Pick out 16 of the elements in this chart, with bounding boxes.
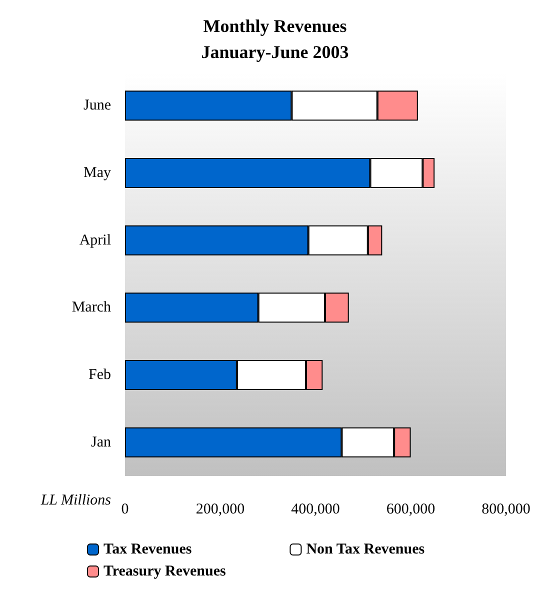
y-tick-label: Jan: [91, 434, 112, 450]
legend-label: Treasury Revenues: [104, 564, 226, 580]
y-tick-label: April: [79, 232, 111, 248]
chart-title: Monthly Revenues January-June 2003: [201, 16, 349, 62]
y-tick-label: June: [84, 98, 112, 114]
y-tick-label: Feb: [88, 367, 111, 383]
legend-label: Non Tax Revenues: [306, 542, 425, 558]
x-tick-label: 600,000: [386, 502, 436, 518]
x-tick-label: 200,000: [196, 502, 245, 518]
x-tick-label: 800,000: [482, 502, 530, 518]
legend-label: Tax Revenues: [104, 542, 192, 558]
y-tick-label: May: [84, 165, 112, 181]
x-tick-label: 400,000: [291, 502, 340, 518]
y-tick-label: March: [72, 300, 112, 316]
x-tick-label: 0: [121, 502, 129, 518]
x-axis-title: LL Millions: [40, 492, 112, 508]
